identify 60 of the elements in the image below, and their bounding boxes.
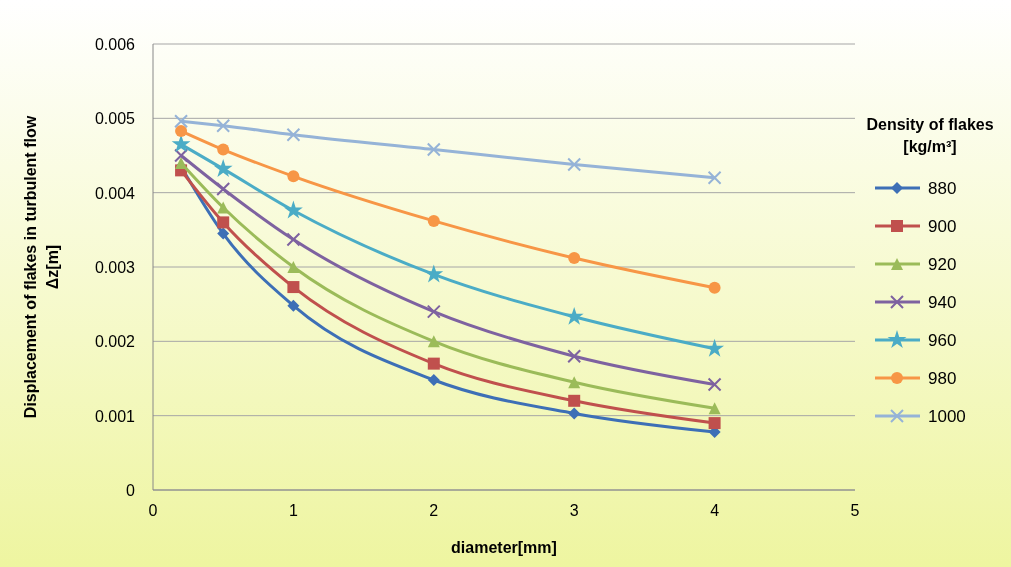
- legend-label: 880: [928, 179, 957, 198]
- x-axis-title: diameter[mm]: [451, 539, 557, 556]
- point: [708, 402, 721, 415]
- point: [427, 335, 440, 348]
- legend-label: 940: [928, 293, 957, 312]
- point: [567, 349, 582, 364]
- point: [287, 281, 300, 294]
- x-tick-label: 0: [148, 502, 158, 519]
- point: [568, 407, 581, 420]
- point: [708, 417, 721, 430]
- point: [287, 261, 300, 273]
- x-tick-label: 1: [288, 502, 298, 519]
- point: [174, 114, 189, 129]
- legend-title: Density of flakes [kg/m³]: [866, 116, 994, 155]
- x-tick-label: 2: [429, 502, 439, 519]
- legend-label: 900: [928, 217, 957, 236]
- point: [568, 252, 581, 265]
- point: [427, 214, 440, 227]
- point: [427, 357, 440, 370]
- point: [174, 148, 189, 163]
- point: [287, 299, 300, 312]
- y-tick-label: 0.001: [94, 407, 136, 425]
- point: [287, 170, 300, 183]
- point: [568, 376, 581, 389]
- point: [708, 281, 721, 294]
- y-tick-label: 0.003: [94, 259, 136, 276]
- point: [175, 124, 188, 137]
- y-axis-title: Displacement of flakes in turbulent flow Δz[m]: [22, 115, 61, 419]
- point: [286, 127, 301, 142]
- point: [567, 157, 582, 172]
- point: [705, 338, 725, 357]
- y-tick-label: 0.004: [94, 184, 136, 202]
- legend-label: 960: [928, 331, 957, 350]
- point: [217, 216, 230, 229]
- legend-label: 1000: [928, 407, 966, 426]
- point: [216, 118, 231, 133]
- y-tick-label: 0.006: [94, 36, 136, 53]
- legend-label: 920: [928, 255, 957, 274]
- x-tick-label: 4: [710, 502, 720, 519]
- point: [171, 134, 191, 153]
- point: [424, 264, 444, 283]
- legend-label: 980: [928, 369, 957, 388]
- point: [283, 200, 303, 219]
- point: [216, 181, 231, 196]
- y-tick-label: 0: [126, 482, 136, 499]
- point: [217, 227, 230, 240]
- point: [426, 304, 441, 319]
- point: [707, 170, 722, 185]
- y-tick-label: 0.005: [94, 110, 136, 128]
- point: [564, 306, 584, 325]
- point: [707, 377, 722, 392]
- point: [217, 143, 230, 156]
- y-tick-label: 0.002: [94, 333, 136, 351]
- x-tick-label: 3: [569, 502, 579, 519]
- x-tick-label: 5: [850, 502, 860, 519]
- point: [568, 394, 581, 407]
- point: [427, 373, 440, 386]
- point: [286, 232, 301, 247]
- point: [426, 142, 441, 157]
- point: [213, 158, 233, 177]
